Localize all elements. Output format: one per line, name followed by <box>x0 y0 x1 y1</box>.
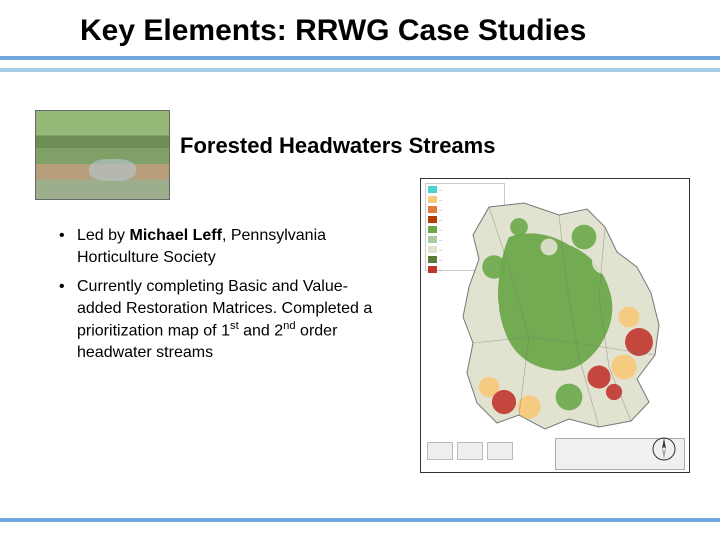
section-subtitle: Forested Headwaters Streams <box>180 133 495 159</box>
watershed-shape <box>449 197 669 435</box>
title-underline-1 <box>0 56 720 60</box>
compass-icon <box>651 436 677 462</box>
bullet2-mid: and 2 <box>239 323 283 340</box>
bullet-item-1: Led by Michael Leff, Pennsylvania Hortic… <box>55 225 385 268</box>
prioritization-map: ————————— <box>420 178 690 473</box>
logo-chip-2 <box>457 442 483 460</box>
map-logos <box>427 442 537 468</box>
title-underline-2 <box>0 68 720 72</box>
bullet-item-2: Currently completing Basic and Value-add… <box>55 276 385 364</box>
bullet1-bold: Michael Leff <box>129 227 221 244</box>
slide-title: Key Elements: RRWG Case Studies <box>80 14 586 48</box>
stream-photo <box>35 110 170 200</box>
bullet2-sup1: st <box>230 320 239 332</box>
logo-chip-1 <box>427 442 453 460</box>
logo-chip-3 <box>487 442 513 460</box>
bottom-accent-bar <box>0 518 720 522</box>
bullet-list: Led by Michael Leff, Pennsylvania Hortic… <box>55 225 385 372</box>
bullet1-prefix: Led by <box>77 227 129 244</box>
bullet2-sup2: nd <box>283 320 295 332</box>
